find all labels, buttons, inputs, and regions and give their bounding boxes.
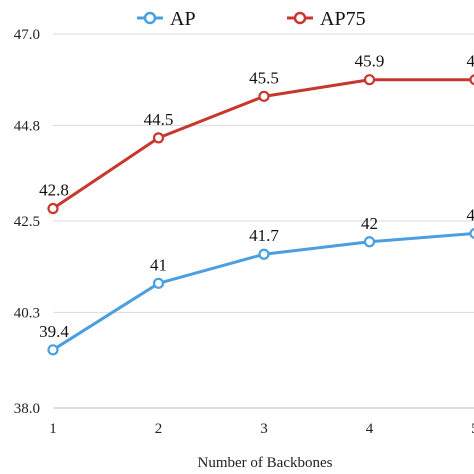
data-point: [258, 90, 270, 102]
x-tick-label: 5: [471, 421, 474, 437]
y-tick-label: 38.0: [14, 401, 40, 417]
data-label: 41.7: [249, 226, 279, 245]
y-tick-label: 42.5: [14, 214, 40, 230]
data-label: 45.9: [355, 52, 385, 71]
y-tick-label: 40.3: [14, 305, 40, 321]
data-point: [363, 236, 376, 248]
y-axis-tick-labels: 38.0 40.3 42.5 44.8 47.0: [14, 27, 40, 417]
legend: AP AP75: [137, 8, 366, 30]
x-tick-label: 3: [260, 421, 268, 437]
x-tick-label: 4: [366, 421, 374, 437]
x-tick-label: 1: [49, 421, 57, 437]
data-point: [152, 277, 165, 289]
y-tick-label: 44.8: [14, 118, 40, 134]
data-point: [363, 74, 376, 86]
x-axis-tick-labels: 1 2 3 4 5: [49, 421, 474, 437]
series-ap: [47, 227, 474, 356]
data-point: [258, 248, 270, 260]
data-point: [152, 132, 165, 144]
x-tick-label: 2: [155, 421, 163, 437]
data-label: 39.4: [39, 322, 69, 341]
legend-label: AP: [170, 8, 196, 30]
legend-item-ap: AP: [137, 8, 196, 30]
legend-marker: [143, 11, 157, 25]
x-axis-title: Number of Backbones: [198, 455, 333, 471]
legend-label: AP75: [320, 8, 366, 30]
data-label: 42: [467, 205, 474, 224]
data-label: 44.5: [144, 110, 174, 129]
data-point: [47, 344, 59, 356]
data-label: 42: [361, 214, 378, 233]
gridlines: [53, 33, 474, 409]
legend-marker: [293, 11, 307, 25]
series-lines: [47, 74, 474, 356]
legend-item-ap75: AP75: [287, 8, 366, 30]
data-label: 45: [467, 52, 474, 71]
data-label: 42.8: [39, 181, 69, 200]
data-point: [47, 202, 59, 215]
data-label: 41: [150, 255, 167, 274]
data-label: 45.5: [249, 68, 279, 87]
data-labels: 39.4 41 41.7 42 42 42.8 44.5 45.5 45.9 45: [39, 52, 474, 341]
y-tick-label: 47.0: [14, 27, 40, 43]
data-point: [469, 227, 474, 239]
series-ap75: [47, 74, 474, 215]
data-point: [469, 74, 474, 86]
